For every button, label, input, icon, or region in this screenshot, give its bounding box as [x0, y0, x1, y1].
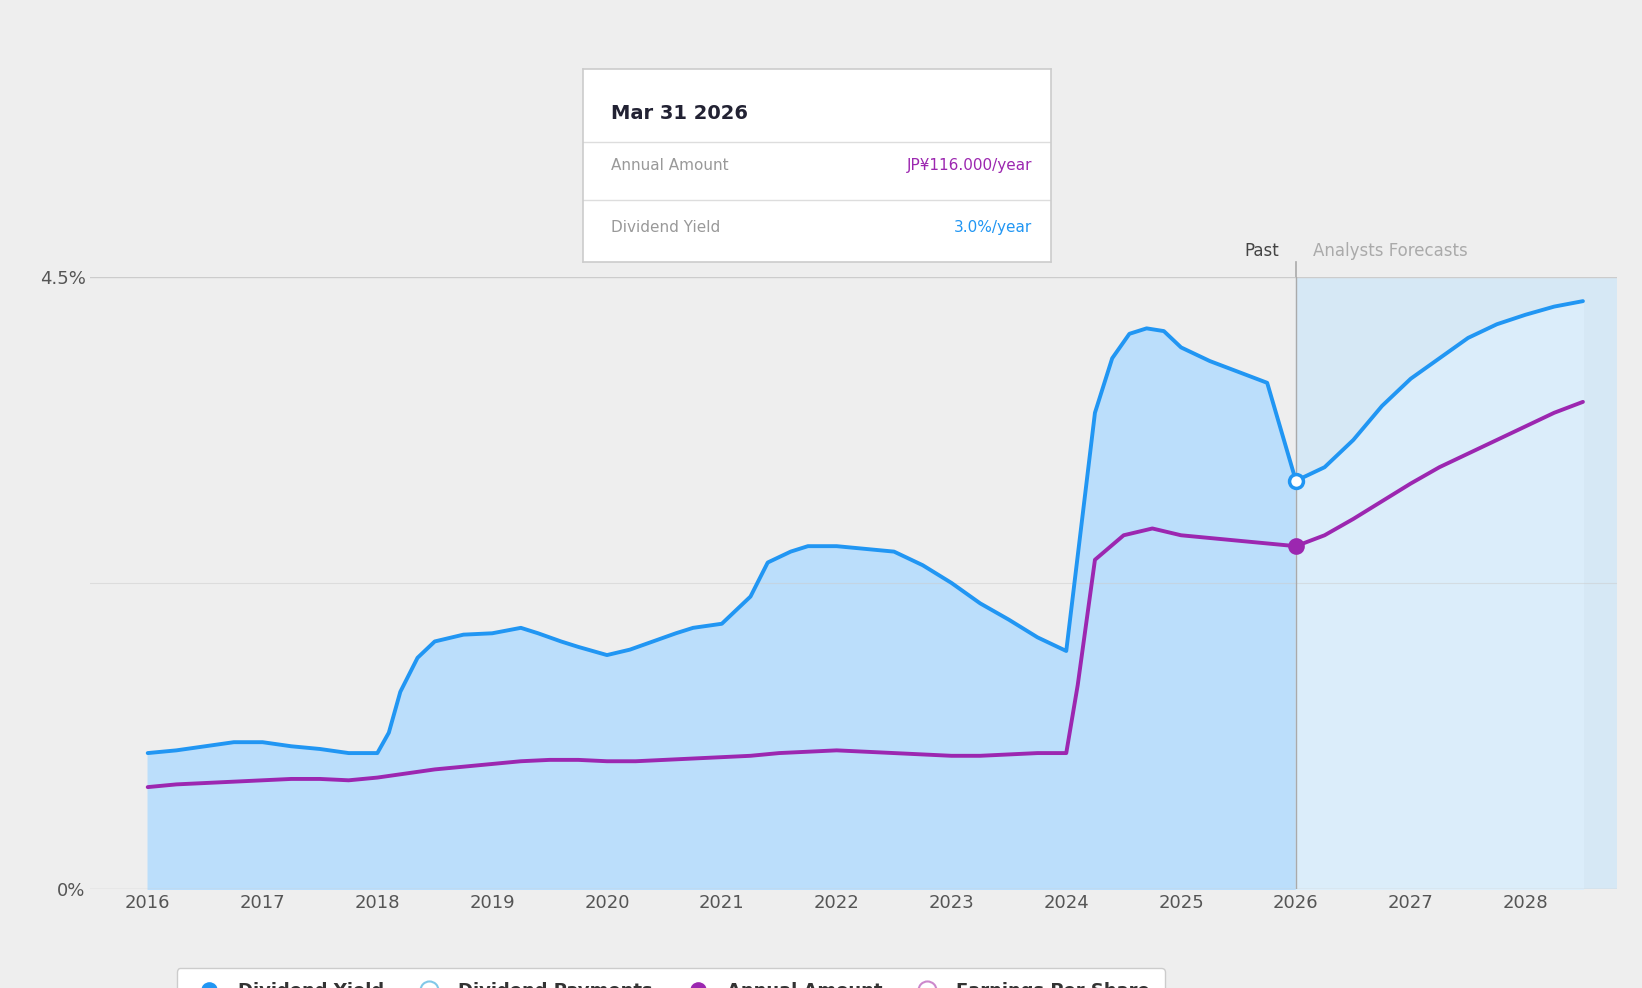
Text: 3.0%/year: 3.0%/year [954, 219, 1033, 234]
Text: Annual Amount: Annual Amount [611, 158, 729, 173]
Bar [1296, 277, 1617, 889]
Legend: Dividend Yield, Dividend Payments, Annual Amount, Earnings Per Share: Dividend Yield, Dividend Payments, Annua… [177, 968, 1164, 988]
Text: Past: Past [1245, 242, 1279, 260]
Text: Dividend Yield: Dividend Yield [611, 219, 721, 234]
Text: Analysts Forecasts: Analysts Forecasts [1314, 242, 1468, 260]
Text: JP¥116.000/year: JP¥116.000/year [906, 158, 1033, 173]
Text: Mar 31 2026: Mar 31 2026 [611, 104, 749, 123]
